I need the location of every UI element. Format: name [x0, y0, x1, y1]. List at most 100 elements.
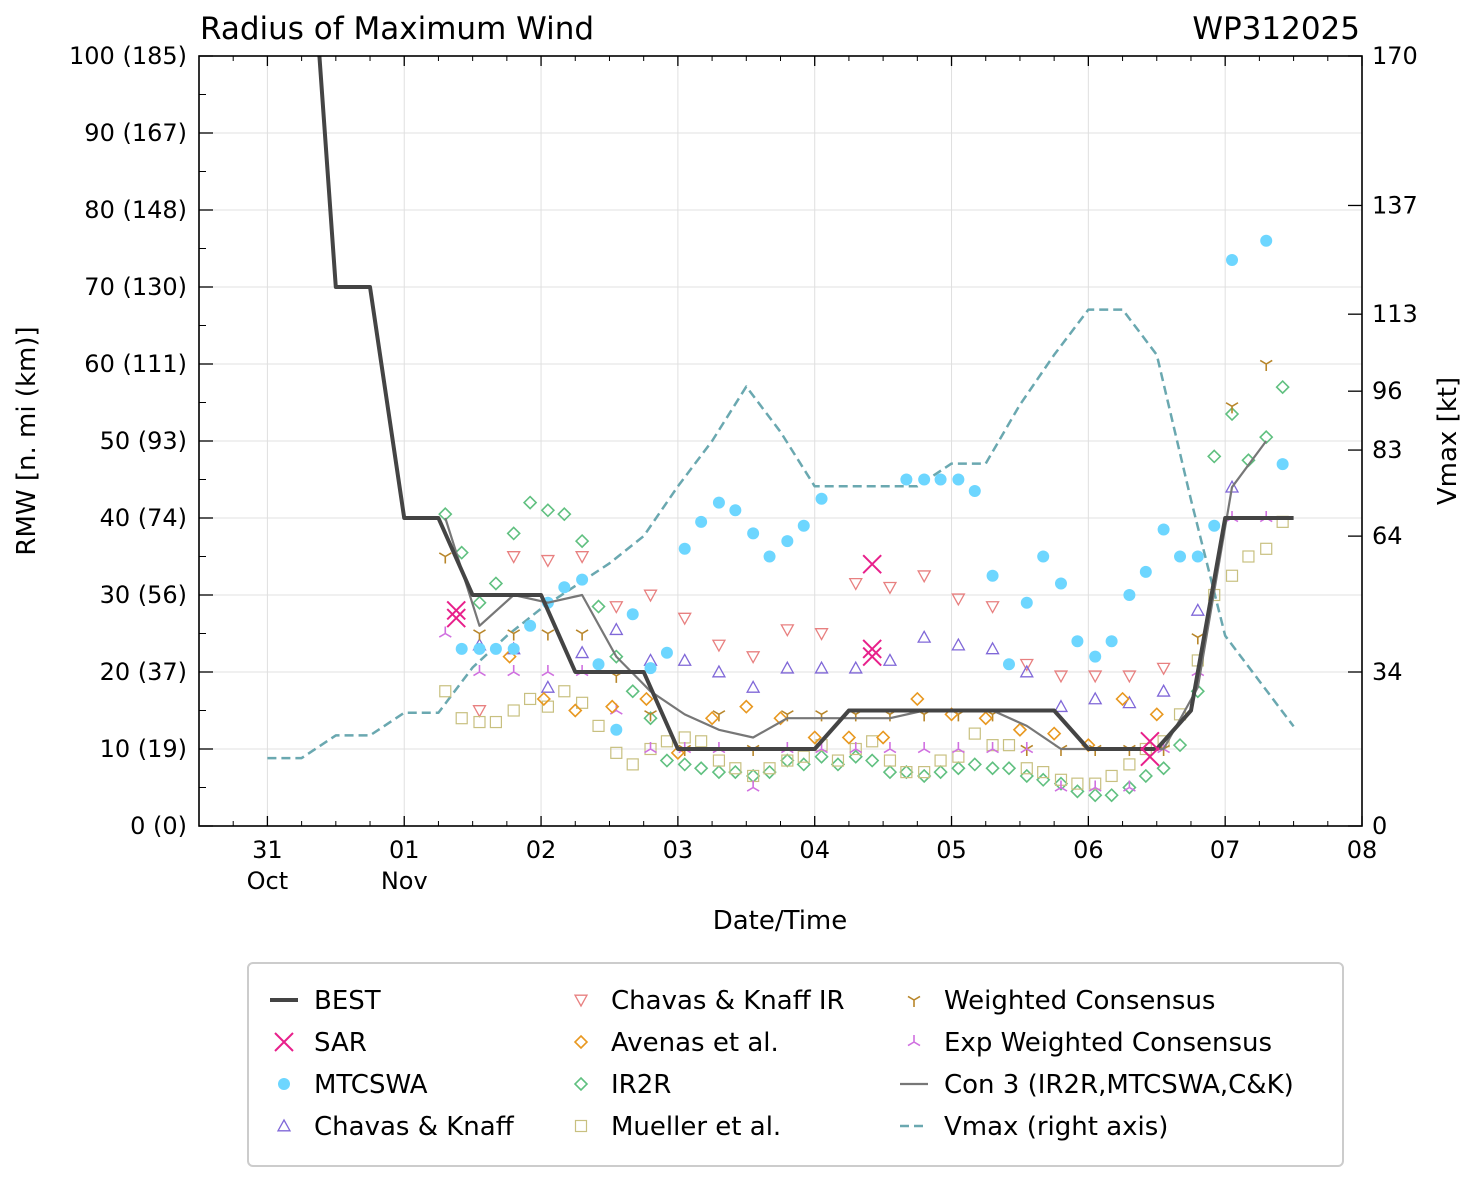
- mtcswa-point: [781, 535, 794, 548]
- mueller-et-al-point: [883, 754, 897, 767]
- legend-label: Vmax (right axis): [944, 1112, 1168, 1142]
- y-tick-label-left: 10 (19): [100, 735, 187, 763]
- ir2r-point: [933, 764, 948, 780]
- x-tick-label: 08: [1347, 836, 1378, 864]
- ir2r-point: [609, 649, 624, 664]
- sar-point: [446, 600, 466, 621]
- exp-weighted-consensus-point: [1122, 780, 1136, 792]
- x-tick-sublabel: Oct: [247, 867, 289, 895]
- mueller-et-al-point: [1020, 762, 1033, 775]
- mueller-et-al-point: [866, 735, 879, 748]
- y-tick-label-left: 80 (148): [84, 196, 187, 224]
- ir2r-point: [574, 533, 590, 549]
- exp-weighted-consensus-point: [1054, 780, 1068, 792]
- chavas-knaff-point: [1156, 683, 1171, 697]
- mtcswa-point: [473, 642, 486, 655]
- y-tick-label-left: 70 (130): [84, 273, 187, 301]
- ir2r-point: [1088, 788, 1103, 803]
- y-tick-label-right: 0: [1372, 812, 1387, 840]
- y-tick-label-right: 96: [1372, 377, 1403, 405]
- mueller-et-al-point: [610, 746, 623, 759]
- ir2r-point: [762, 764, 777, 780]
- ir2r-point: [882, 764, 898, 780]
- mueller-et-al-point: [781, 754, 794, 767]
- legend-item: SAR: [274, 1028, 367, 1058]
- ir2r-point: [1172, 738, 1188, 753]
- mueller-et-al-point: [1225, 569, 1239, 582]
- legend-item: BEST: [270, 986, 381, 1016]
- avenas-et-al-point: [568, 703, 583, 718]
- legend-label: Avenas et al.: [611, 1028, 779, 1058]
- exp-weighted-consensus-point: [507, 665, 521, 677]
- x-tick-label: 02: [526, 836, 557, 864]
- mueller-et-al-point: [576, 696, 589, 709]
- x-tick-label: 05: [936, 836, 967, 864]
- legend-swatch: [274, 1032, 294, 1052]
- ir2r-point: [1207, 449, 1222, 464]
- exp-weighted-consensus-point: [917, 742, 931, 754]
- mtcswa-point: [592, 658, 605, 671]
- ir2r-point: [951, 761, 966, 776]
- avenas-et-al-point: [910, 691, 925, 707]
- x-tick-sublabel: Nov: [381, 867, 428, 895]
- mtcswa-point: [1105, 635, 1118, 648]
- avenas-et-al-point: [639, 691, 654, 707]
- ir2r-point: [1156, 761, 1171, 776]
- weighted-consensus-point: [473, 629, 486, 641]
- weighted-consensus-point: [1020, 744, 1034, 756]
- ir2r-point: [1104, 788, 1119, 803]
- legend: BEST SAR MTCSWA Chavas & Knaff Chavas & Knaf…: [247, 962, 1344, 1167]
- exp-weighted-consensus-point: [473, 665, 486, 677]
- legend-swatch: [907, 995, 921, 1007]
- chavas-knaff-ir-point: [643, 589, 658, 603]
- mtcswa-point: [558, 581, 571, 594]
- y-axis-label-left: RMW [n. mi (km)]: [12, 326, 42, 555]
- mtcswa-point: [797, 519, 810, 532]
- ir2r-point: [985, 761, 1000, 776]
- exp-weighted-consensus-point: [849, 742, 863, 754]
- exp-weighted-consensus-point: [1020, 742, 1034, 754]
- legend-item: Chavas & Knaff IR: [573, 986, 845, 1016]
- y-tick-label-right: 113: [1372, 300, 1418, 328]
- mueller-et-al-point: [1002, 739, 1016, 752]
- chavas-knaff-point: [575, 645, 590, 659]
- mtcswa-point: [695, 515, 708, 528]
- legend-label: Exp Weighted Consensus: [944, 1028, 1272, 1058]
- chavas-knaff-ir-point: [540, 554, 556, 568]
- chavas-knaff-ir-point: [711, 639, 727, 653]
- avenas-et-al-point: [875, 730, 891, 745]
- chavas-knaff-point: [985, 641, 1000, 655]
- weighted-consensus-point: [438, 552, 452, 564]
- legend-label: Chavas & Knaff IR: [611, 986, 845, 1016]
- mtcswa-point: [1260, 234, 1273, 247]
- chavas-knaff-point: [1088, 691, 1103, 705]
- avenas-et-al-point: [1149, 707, 1164, 722]
- chavas-knaff-point: [814, 660, 829, 674]
- mtcswa-point: [1054, 577, 1067, 590]
- weighted-consensus-point: [1259, 359, 1273, 371]
- mueller-et-al-point: [489, 715, 503, 729]
- mueller-et-al-point: [968, 727, 981, 740]
- chavas-knaff-point: [917, 630, 932, 643]
- legend-swatch: [276, 1118, 292, 1132]
- x-tick-label: 07: [1210, 836, 1241, 864]
- vmax-right-axis-line: [267, 308, 1295, 760]
- mtcswa-point: [660, 646, 673, 659]
- chavas-knaff-ir-point: [1053, 670, 1069, 684]
- chavas-knaff-ir-point: [985, 601, 1000, 614]
- exp-weighted-consensus-point: [986, 742, 999, 754]
- sar-point: [446, 608, 466, 628]
- chavas-knaff-point: [609, 622, 624, 636]
- chavas-knaff-ir-point: [882, 581, 898, 595]
- mtcswa-point: [1191, 550, 1204, 563]
- ir2r-point: [917, 768, 932, 784]
- ir2r-point: [1138, 768, 1153, 784]
- chavas-knaff-ir-point: [575, 551, 590, 564]
- mueller-et-al-point: [626, 758, 639, 771]
- ir2r-point: [865, 753, 880, 768]
- y-tick-label-right: 34: [1372, 658, 1403, 686]
- legend-swatch: [907, 1035, 921, 1047]
- chavas-knaff-ir-point: [609, 601, 624, 614]
- mueller-et-al-point: [1105, 769, 1118, 783]
- y-axis-label-right: Vmax [kt]: [1433, 377, 1463, 505]
